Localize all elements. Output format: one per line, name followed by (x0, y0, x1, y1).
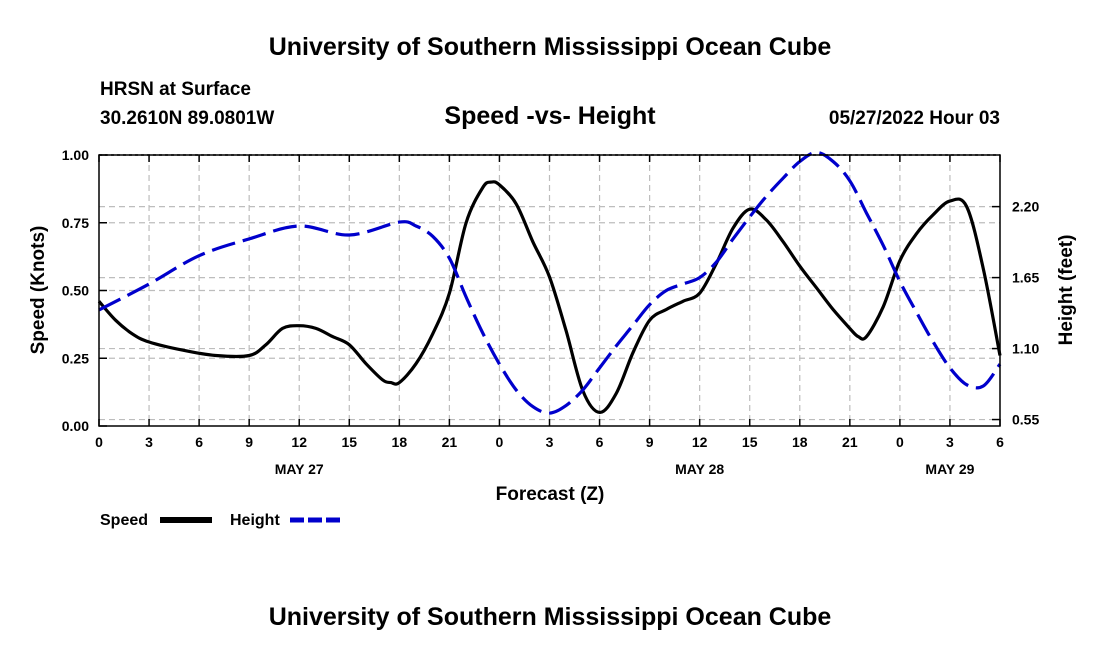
legend: Speed Height (100, 512, 342, 529)
series-line-height (98, 150, 1002, 415)
axes-ticks: 0 3 6 9 12 15 18 21 0 3 6 9 12 15 18 21 0 3 6 MAY 27 MAY 28 M… (62, 147, 1040, 477)
x-tick-label: 3 (145, 434, 153, 450)
x-tick-label: 3 (546, 434, 554, 450)
y-left-tick-label: 0.75 (62, 215, 89, 231)
y-left-tick-label: 0.50 (62, 283, 89, 299)
x-tick-label: 0 (496, 434, 504, 450)
y-right-tick-label: 2.20 (1012, 199, 1039, 215)
x-axis-label: Forecast (Z) (496, 484, 605, 505)
x-tick-label: 3 (946, 434, 954, 450)
x-tick-label: 0 (896, 434, 904, 450)
date-label: MAY 27 (275, 461, 324, 477)
datetime-label: 05/27/2022 Hour 03 (829, 108, 1000, 129)
chart-title: Speed -vs- Height (444, 102, 656, 130)
x-tick-label: 0 (95, 434, 103, 450)
y-axis-right-label: Height (feet) (1056, 235, 1077, 346)
x-tick-label: 6 (596, 434, 604, 450)
series-line-speed (97, 180, 1002, 414)
x-tick-label: 9 (245, 434, 253, 450)
legend-height-label: Height (230, 512, 280, 529)
station-label: HRSN at Surface (100, 79, 251, 100)
y-left-tick-label: 0.25 (62, 350, 89, 366)
coordinates-label: 30.2610N 89.0801W (100, 108, 274, 129)
y-left-tick-label: 0.00 (62, 418, 89, 434)
main-title: University of Southern Mississippi Ocean… (269, 33, 832, 61)
y-left-tick-label: 1.00 (62, 147, 89, 163)
plot-series (97, 150, 1002, 415)
x-tick-label: 6 (996, 434, 1004, 450)
x-tick-label: 12 (692, 434, 708, 450)
y-right-tick-label: 1.10 (1012, 341, 1039, 357)
x-tick-label: 15 (742, 434, 758, 450)
x-tick-label: 18 (392, 434, 408, 450)
legend-speed-label: Speed (100, 512, 148, 529)
y-axis-left-label: Speed (Knots) (28, 226, 49, 355)
x-tick-label: 9 (646, 434, 654, 450)
footer-title: University of Southern Mississippi Ocean… (269, 603, 832, 631)
x-tick-label: 12 (291, 434, 307, 450)
date-label: MAY 29 (925, 461, 974, 477)
grid (99, 155, 1000, 426)
x-tick-label: 18 (792, 434, 808, 450)
x-tick-label: 15 (341, 434, 357, 450)
y-right-tick-label: 1.65 (1012, 270, 1039, 286)
date-label: MAY 28 (675, 461, 724, 477)
y-right-tick-label: 0.55 (1012, 412, 1039, 428)
x-tick-label: 21 (842, 434, 858, 450)
x-tick-label: 21 (442, 434, 458, 450)
x-tick-label: 6 (195, 434, 203, 450)
